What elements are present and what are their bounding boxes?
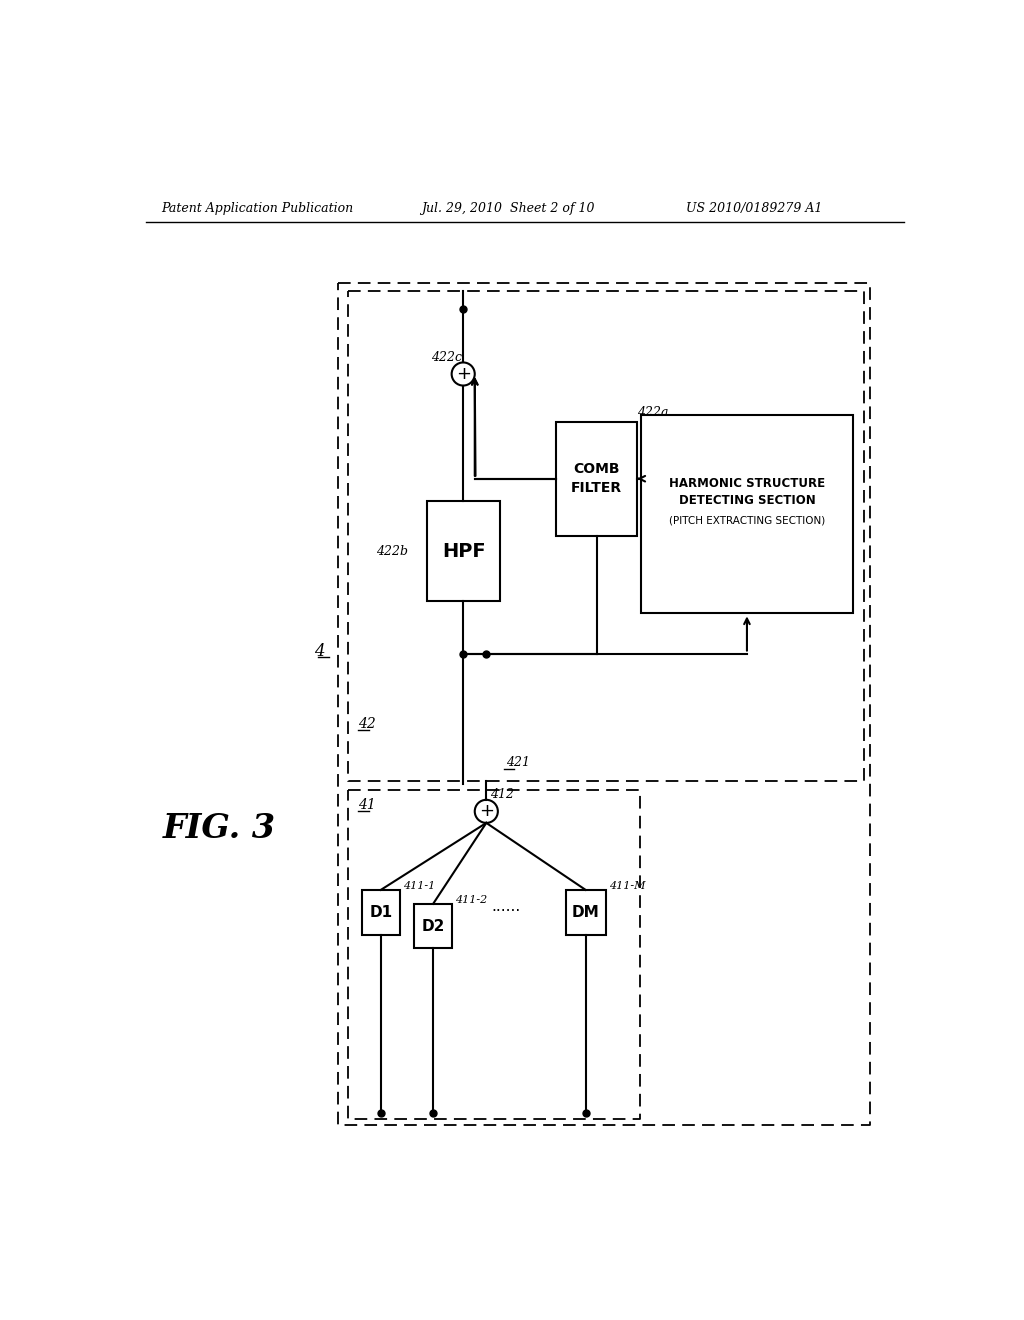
Bar [565, 890, 605, 935]
Text: D1: D1 [370, 904, 392, 920]
Text: +: + [479, 803, 494, 820]
Text: DETECTING SECTION: DETECTING SECTION [679, 494, 815, 507]
Bar [641, 414, 853, 614]
Text: D2: D2 [422, 919, 444, 933]
Text: 422c: 422c [431, 351, 462, 363]
Text: 421: 421 [506, 756, 529, 770]
Text: Patent Application Publication: Patent Application Publication [162, 202, 353, 215]
Text: 411-M: 411-M [608, 880, 645, 891]
Text: Jul. 29, 2010  Sheet 2 of 10: Jul. 29, 2010 Sheet 2 of 10 [421, 202, 595, 215]
Text: 411-2: 411-2 [456, 895, 487, 906]
Text: 411-1: 411-1 [403, 880, 435, 891]
Text: DM: DM [571, 904, 599, 920]
Text: 422b: 422b [376, 545, 408, 557]
Text: ......: ...... [490, 899, 520, 915]
Text: (PITCH EXTRACTING SECTION): (PITCH EXTRACTING SECTION) [669, 515, 825, 525]
Text: +: + [456, 366, 471, 383]
Text: 41: 41 [357, 799, 376, 812]
Bar [427, 502, 500, 601]
Text: COMB: COMB [573, 462, 621, 477]
Text: FIG. 3: FIG. 3 [163, 812, 275, 845]
Text: 412: 412 [490, 788, 514, 801]
Text: FILTER: FILTER [571, 480, 623, 495]
Bar [414, 904, 453, 949]
Text: US 2010/0189279 A1: US 2010/0189279 A1 [686, 202, 822, 215]
Text: 4: 4 [314, 643, 325, 660]
Text: 422a: 422a [637, 407, 669, 418]
Bar [361, 890, 400, 935]
Text: HPF: HPF [441, 541, 485, 561]
Text: HARMONIC STRUCTURE: HARMONIC STRUCTURE [669, 477, 825, 490]
Bar [556, 422, 637, 536]
Text: 42: 42 [357, 717, 376, 731]
